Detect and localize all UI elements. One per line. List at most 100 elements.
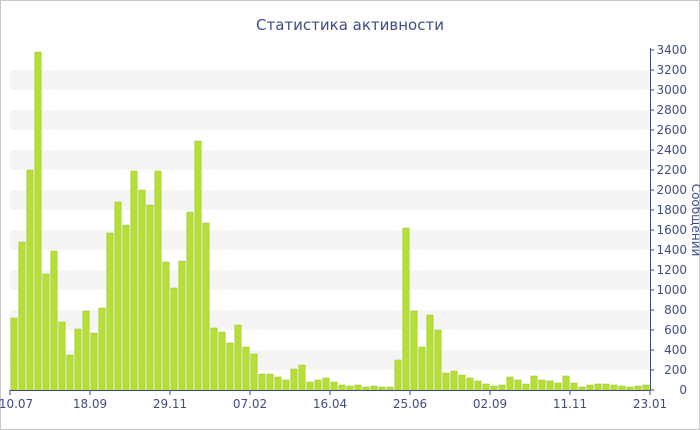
bar [10, 317, 18, 391]
x-tick-label: 02.09 [473, 397, 507, 411]
bar [386, 386, 394, 391]
y-tick-label: 1000 [656, 283, 687, 297]
bar [538, 379, 546, 391]
bar [602, 383, 610, 391]
bar [530, 375, 538, 391]
bar [498, 384, 506, 391]
bar [506, 376, 514, 391]
bar [466, 377, 474, 391]
bar [242, 346, 250, 391]
y-tick-label: 1400 [656, 243, 687, 257]
bar [362, 386, 370, 391]
bar [226, 342, 234, 391]
bar [122, 224, 130, 391]
bar [106, 232, 114, 391]
y-tick-label: 2200 [656, 163, 687, 177]
bar [610, 384, 618, 391]
bar [194, 140, 202, 391]
bar [402, 227, 410, 391]
y-tick-label: 1800 [656, 203, 687, 217]
y-tick-label: 2800 [656, 103, 687, 117]
grid-bands [10, 70, 650, 370]
bar [546, 380, 554, 391]
bar [642, 384, 650, 391]
bar [514, 379, 522, 391]
bar [130, 170, 138, 391]
bar [370, 385, 378, 391]
bar [98, 307, 106, 391]
bar [58, 321, 66, 391]
bar [354, 384, 362, 391]
bar [138, 189, 146, 391]
bar [578, 386, 586, 391]
bar [90, 332, 98, 391]
bar [266, 373, 274, 391]
bar [442, 372, 450, 391]
bar [434, 329, 442, 391]
bar [186, 211, 194, 391]
x-tick-label: 25.06 [393, 397, 427, 411]
bar [34, 51, 42, 391]
y-tick-label: 200 [664, 363, 687, 377]
bar [378, 386, 386, 391]
bar [482, 383, 490, 391]
bar [634, 385, 642, 391]
bar [50, 250, 58, 391]
bar [330, 381, 338, 391]
bar [298, 364, 306, 391]
bar [202, 222, 210, 391]
x-tick-label: 11.11 [553, 397, 587, 411]
bar [66, 354, 74, 391]
bar [522, 383, 530, 391]
y-tick-label: 400 [664, 343, 687, 357]
y-tick-label: 0 [679, 383, 687, 397]
bar [250, 353, 258, 391]
bar [626, 386, 634, 391]
bar [210, 327, 218, 391]
bar [490, 385, 498, 391]
x-tick-label: 29.11 [153, 397, 187, 411]
bar [418, 346, 426, 391]
y-tick-label: 2400 [656, 143, 687, 157]
bar [586, 384, 594, 391]
bar [258, 373, 266, 391]
grid-band [10, 110, 650, 130]
bar [618, 385, 626, 391]
y-tick-label: 600 [664, 323, 687, 337]
bar [570, 382, 578, 391]
y-tick-label: 3400 [656, 43, 687, 57]
bar [274, 376, 282, 391]
bar [410, 310, 418, 391]
bar [18, 241, 26, 391]
bar [426, 314, 434, 391]
y-tick-label: 800 [664, 303, 687, 317]
chart-title: Статистика активности [256, 16, 444, 34]
bar [218, 331, 226, 391]
y-tick-label: 3200 [656, 63, 687, 77]
bar [154, 170, 162, 391]
x-tick-label: 10.07 [0, 397, 33, 411]
y-tick-label: 3000 [656, 83, 687, 97]
bar [162, 261, 170, 391]
grid-band [10, 350, 650, 370]
y-tick-labels: 0 200 400 600 800 1000 1200 1400 1600 1800 2000 220… [650, 43, 687, 397]
bar [474, 380, 482, 391]
bar [394, 359, 402, 391]
y-axis-label: Сообщений [689, 184, 700, 257]
grid-band [10, 310, 650, 330]
bar [322, 377, 330, 391]
y-tick-label: 1200 [656, 263, 687, 277]
x-tick-label: 07.02 [233, 397, 267, 411]
x-tick-labels: 10.07 18.09 29.11 07.02 16.04 25.06 02.09 11.11… [0, 390, 667, 411]
bar [234, 324, 242, 391]
y-tick-label: 2600 [656, 123, 687, 137]
bar [594, 383, 602, 391]
bar [554, 382, 562, 391]
bar [290, 368, 298, 391]
bar [562, 375, 570, 391]
bar [282, 379, 290, 391]
bar [26, 169, 34, 391]
bar [346, 385, 354, 391]
bar [82, 310, 90, 391]
